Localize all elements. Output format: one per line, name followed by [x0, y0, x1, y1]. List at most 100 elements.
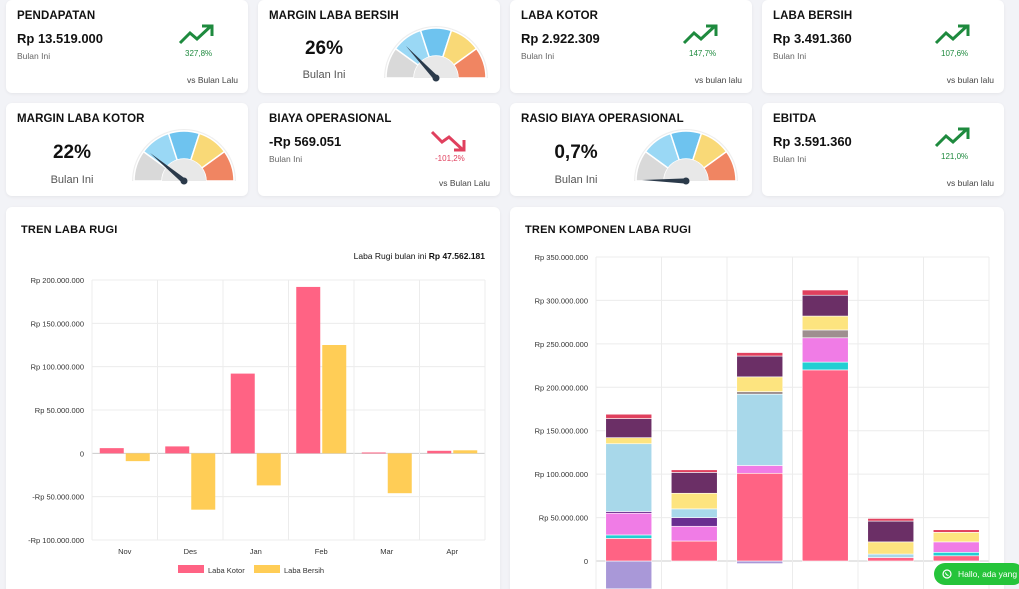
bar-laba-kotor — [165, 446, 190, 454]
bar-laba-kotor — [230, 373, 255, 454]
kpi-value: Rp 3.591.360 — [773, 134, 852, 149]
kpi-compare: vs bulan lalu — [694, 75, 742, 85]
stack-segment — [867, 520, 915, 543]
y-tick-label: Rp 200.000.000 — [31, 276, 84, 285]
kpi-value: -Rp 569.051 — [269, 134, 342, 149]
kpi-percent: 121,0% — [941, 152, 969, 161]
kpi-title: LABA BERSIH — [773, 10, 853, 22]
trend-up-icon — [934, 24, 970, 45]
gauge-needle — [405, 45, 438, 80]
kpi-card-laba-bersih: LABA BERSIH Rp 3.491.360 Bulan Ini 107,6… — [762, 0, 1004, 93]
stack-segment — [605, 443, 653, 512]
kpi-card-rasio-biaya-operasional: RASIO BIAYA OPERASIONAL 0,7% Bulan Ini — [510, 103, 752, 196]
stack-segment — [605, 512, 653, 536]
bar-laba-bersih — [453, 450, 478, 454]
stack-segment — [867, 557, 915, 562]
kpi-title: LABA KOTOR — [521, 10, 599, 22]
komponen-stacked-bar-chart: Rp 350.000.000 Rp 300.000.000 Rp 250.000.0… — [535, 253, 990, 589]
bar-laba-kotor — [99, 448, 124, 454]
kpi-period: Bulan Ini — [269, 154, 303, 164]
x-tick-label: Apr — [446, 547, 458, 556]
chat-label: Hallo, ada yang — [958, 569, 1018, 579]
gauge-value: 0,7% — [554, 142, 598, 163]
kpi-compare: vs bulan lalu — [946, 178, 994, 188]
legend-label: Laba Bersih — [284, 566, 324, 575]
stack-segment — [932, 529, 980, 533]
kpi-compare: vs bulan lalu — [946, 75, 994, 85]
trend-up-icon — [178, 24, 214, 45]
stack-segment — [605, 560, 653, 589]
bar-laba-bersih — [191, 453, 216, 510]
stack-segment — [605, 538, 653, 562]
stack-segment — [605, 534, 653, 539]
kpi-percent: 107,6% — [941, 49, 969, 58]
kpi-card-biaya-operasional: BIAYA OPERASIONAL -Rp 569.051 Bulan Ini … — [258, 103, 500, 196]
y-tick-label: Rp 350.000.000 — [535, 253, 588, 262]
legend-swatch — [254, 565, 280, 573]
summary-label: Laba Rugi bulan ini — [353, 251, 427, 261]
panel-tren-laba-rugi: TREN LABA RUGI Laba Rugi bulan ini Rp 47… — [6, 207, 500, 589]
stack-segment — [801, 289, 849, 296]
bar-laba-kotor — [427, 450, 452, 454]
bar-laba-bersih — [322, 345, 347, 454]
kpi-period: Bulan Ini — [302, 69, 346, 81]
legend-label: Laba Kotor — [208, 566, 245, 575]
panel-tren-komponen-laba-rugi: TREN KOMPONEN LABA RUGI Rp 350.000.000 Rp… — [510, 207, 1004, 589]
trend-up-icon — [682, 24, 718, 45]
x-tick-label: Des — [184, 547, 198, 556]
stack-segment — [605, 418, 653, 438]
kpi-title: EBITDA — [773, 113, 817, 125]
stack-segment — [801, 337, 849, 363]
stack-segment — [932, 552, 980, 557]
gauge-needle-hub — [682, 177, 690, 185]
stack-segment — [605, 437, 653, 445]
y-tick-label: Rp 250.000.000 — [535, 340, 588, 349]
stack-segment — [801, 315, 849, 331]
kpi-period: Bulan Ini — [773, 51, 807, 61]
trend-up-icon — [934, 127, 970, 148]
stack-segment — [736, 376, 784, 392]
stack-segment — [736, 560, 784, 564]
bar-laba-bersih — [256, 453, 281, 486]
stack-segment — [801, 329, 849, 339]
x-tick-label: Mar — [380, 547, 393, 556]
panel-title: TREN LABA RUGI — [21, 224, 118, 236]
kpi-card-laba-kotor: LABA KOTOR Rp 2.922.309 Bulan Ini 147,7%… — [510, 0, 752, 93]
kpi-title: BIAYA OPERASIONAL — [269, 113, 392, 125]
stack-segment — [867, 518, 915, 522]
y-tick-label: -Rp 100.000.000 — [28, 536, 84, 545]
legend-swatch — [178, 565, 204, 573]
y-tick-label: 0 — [80, 449, 84, 458]
bar-laba-kotor — [361, 452, 386, 454]
gauge-value: 26% — [304, 38, 344, 59]
kpi-period: Bulan Ini — [17, 51, 51, 61]
stack-segment — [736, 472, 784, 562]
kpi-percent: -101,2% — [435, 154, 465, 163]
gauge-needle-hub — [432, 74, 440, 82]
kpi-title: RASIO BIAYA OPERASIONAL — [521, 113, 684, 125]
stack-segment — [670, 540, 718, 562]
gauge-needle — [150, 152, 186, 184]
chat-button[interactable]: Hallo, ada yang — [934, 563, 1019, 585]
stack-segment — [670, 525, 718, 542]
stack-segment — [867, 541, 915, 555]
y-tick-label: Rp 100.000.000 — [31, 363, 84, 372]
stack-segment — [605, 413, 653, 419]
stack-segment — [736, 393, 784, 466]
bar-laba-kotor — [296, 286, 321, 454]
panel-title: TREN KOMPONEN LABA RUGI — [525, 224, 692, 236]
y-tick-label: Rp 50.000.000 — [539, 514, 588, 523]
kpi-card-margin-laba-bersih: MARGIN LABA BERSIH 26% Bulan Ini — [258, 0, 500, 93]
y-tick-label: Rp 100.000.000 — [535, 470, 588, 479]
stack-segment — [670, 517, 718, 527]
summary-line: Laba Rugi bulan ini Rp 47.562.181 — [354, 251, 485, 261]
x-tick-label: Feb — [315, 547, 328, 556]
kpi-period: Bulan Ini — [773, 154, 807, 164]
stack-segment — [670, 472, 718, 494]
kpi-compare: vs Bulan Lalu — [438, 178, 490, 188]
whatsapp-icon — [942, 569, 952, 579]
kpi-card-pendapatan: PENDAPATAN Rp 13.519.000 Bulan Ini 327,8… — [6, 0, 248, 93]
kpi-period: Bulan Ini — [521, 51, 555, 61]
kpi-percent: 327,8% — [185, 49, 213, 58]
stack-segment — [670, 508, 718, 518]
